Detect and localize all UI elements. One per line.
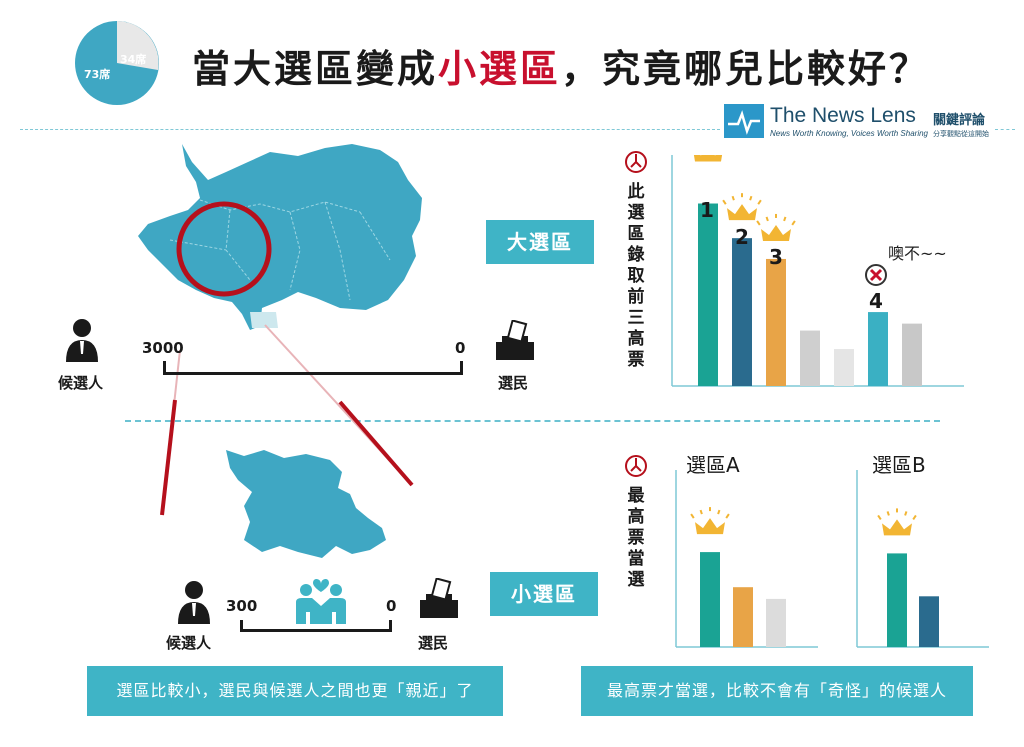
- district-a-bar-chart: [675, 470, 818, 648]
- vote-stamp-icon: [625, 151, 647, 173]
- large-bar-5: [834, 349, 854, 386]
- caption-right: 最高票才當選，比較不會有「奇怪」的候選人: [581, 666, 973, 716]
- small-scale-left: 300: [226, 597, 258, 615]
- large-crown-3-icon: [756, 213, 796, 241]
- caption-left: 選區比較小，選民與候選人之間也更「親近」了: [87, 666, 503, 716]
- pie-label-34: 34席: [120, 52, 146, 66]
- remark-oh-no: 噢不~~: [888, 244, 947, 263]
- large-bar-4: [800, 330, 820, 386]
- rank-2-label: 2: [735, 225, 749, 249]
- large-bar-1: [698, 203, 718, 386]
- title-highlight: 小選區: [438, 47, 562, 91]
- small-district-tag: 小選區: [490, 572, 598, 616]
- logo-tagline-cn: 分享觀點從這開始: [933, 130, 989, 138]
- large-scale-right: 0: [455, 339, 466, 357]
- title-part1: 當大選區變成: [192, 47, 439, 91]
- logo-chinese-name: 關鍵評論: [933, 113, 986, 128]
- small-voter-label: 選民: [418, 634, 449, 652]
- small-vote-stamp-icon: [625, 455, 647, 477]
- small-candidate-person-icon: [178, 581, 210, 624]
- small-vertical-label: 最高票當選: [627, 486, 645, 590]
- news-lens-logo-icon: [724, 104, 764, 138]
- large-bar-2: [732, 238, 752, 386]
- seat-pie-chart: 73席 34席: [75, 21, 159, 105]
- large-district-map: [138, 144, 422, 330]
- large-crown-2-icon: [722, 193, 762, 221]
- district-a-label: 選區A: [686, 453, 740, 477]
- zoom-connector-lines: [160, 324, 414, 516]
- pie-label-73: 73席: [84, 67, 110, 81]
- small-candidate-label: 候選人: [166, 634, 212, 652]
- district-a-bar-1: [700, 552, 720, 647]
- ballot-box-icon: [496, 320, 534, 360]
- district-highlight-circle: [176, 201, 272, 297]
- small-district-map: [226, 450, 386, 558]
- small-scale-right: 0: [386, 597, 397, 615]
- section-divider: [125, 420, 940, 422]
- large-distance-bracket: [163, 361, 463, 375]
- large-scale-left: 3000: [142, 339, 184, 357]
- district-a-bar-3: [766, 598, 786, 647]
- logo-tagline: News Worth Knowing, Voices Worth Sharing: [770, 129, 928, 138]
- large-bar-6: [868, 312, 888, 386]
- district-b-label: 選區B: [872, 453, 926, 477]
- district-b-bar-2: [919, 596, 939, 647]
- logo-name: The News Lens: [770, 104, 916, 127]
- rank-3-label: 3: [769, 245, 783, 269]
- district-a-crown-1-icon: [690, 507, 730, 535]
- pie-slice-34: [117, 21, 159, 70]
- small-ballot-box-icon: [420, 578, 458, 618]
- rank-1-label: 1: [700, 198, 714, 222]
- district-b-bar-chart: [856, 470, 989, 648]
- large-bar-7: [902, 323, 922, 386]
- large-bar-3: [766, 258, 786, 386]
- large-vertical-label: 此選區錄取前三高票: [627, 182, 645, 370]
- reject-x-icon: [865, 264, 887, 286]
- small-distance-bracket: [240, 620, 392, 632]
- header-divider: [20, 129, 720, 130]
- large-crown-1-icon: [693, 155, 723, 162]
- large-candidate-label: 候選人: [58, 374, 104, 392]
- large-district-bar-chart: [671, 155, 964, 387]
- district-a-bar-2: [733, 587, 753, 647]
- large-voter-label: 選民: [498, 374, 529, 392]
- page-title: 當大選區變成小選區，究竟哪兒比較好？: [192, 38, 930, 93]
- heart-couple-icon: [296, 578, 346, 624]
- title-part2: ，究竟哪兒比較好？: [561, 47, 931, 91]
- rank-4-label: 4: [869, 289, 883, 313]
- header-divider-right: [995, 129, 1015, 130]
- candidate-person-icon: [66, 319, 98, 362]
- district-b-bar-1: [887, 553, 907, 647]
- large-district-tag: 大選區: [486, 220, 594, 264]
- district-b-crown-1-icon: [877, 508, 917, 536]
